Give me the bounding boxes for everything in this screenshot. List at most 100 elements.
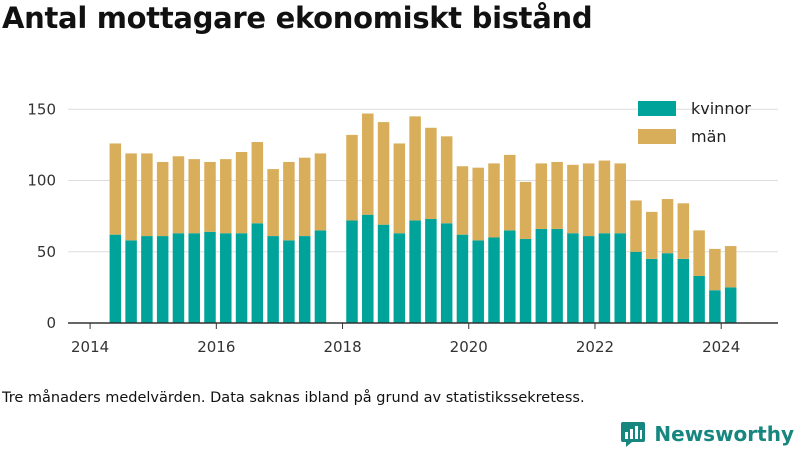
legend: kvinnor män	[638, 99, 751, 146]
bar-kvinnor	[456, 234, 469, 323]
bar-man	[409, 116, 421, 221]
bar-kvinnor	[598, 233, 611, 323]
bar-man	[551, 161, 563, 229]
bar-man	[267, 169, 279, 237]
legend-swatch-man	[638, 129, 676, 144]
bar-man	[220, 159, 232, 234]
bar-kvinnor	[440, 223, 453, 323]
brand-logo: Newsworthy	[620, 420, 794, 448]
bar-man	[504, 154, 516, 231]
bar-man	[724, 246, 737, 288]
bar-man	[472, 167, 484, 241]
bar-man	[567, 164, 579, 234]
bar-kvinnor	[156, 236, 169, 323]
bar-kvinnor	[125, 240, 137, 323]
bar-man	[125, 153, 137, 241]
bar-man	[172, 156, 185, 234]
y-tick-label: 0	[46, 314, 56, 332]
bar-man	[362, 113, 374, 215]
bar-man	[535, 163, 548, 229]
bar-man	[377, 122, 390, 225]
bar-kvinnor	[551, 228, 563, 323]
bar-kvinnor	[567, 233, 579, 323]
y-tick-label: 50	[37, 243, 56, 261]
bar-man	[425, 127, 437, 219]
bar-man	[440, 136, 453, 224]
bar-kvinnor	[393, 233, 406, 323]
bar-kvinnor	[362, 214, 374, 323]
bar-kvinnor	[724, 287, 737, 323]
x-tick-label: 2020	[450, 338, 488, 356]
bar-man	[314, 153, 327, 231]
bar-kvinnor	[283, 240, 295, 323]
bar-man	[709, 248, 721, 291]
x-tick-label: 2014	[71, 338, 109, 356]
bar-man	[251, 142, 264, 224]
bars	[109, 113, 737, 323]
x-tick-label: 2024	[702, 338, 740, 356]
bar-kvinnor	[409, 220, 421, 323]
legend-label: män	[691, 127, 727, 146]
bar-kvinnor	[172, 233, 185, 323]
bar-kvinnor	[109, 234, 122, 323]
bar-kvinnor	[425, 218, 437, 323]
bar-kvinnor	[220, 233, 232, 323]
bar-kvinnor	[661, 253, 674, 323]
bar-man	[109, 143, 122, 235]
bar-kvinnor	[693, 275, 705, 323]
bar-man	[283, 161, 295, 241]
bar-man	[646, 211, 658, 259]
bar-man	[630, 200, 642, 252]
y-tick-label: 100	[27, 172, 56, 190]
bar-man	[204, 161, 216, 232]
bar-man	[235, 152, 248, 234]
bar-kvinnor	[235, 233, 248, 323]
bar-kvinnor	[298, 236, 311, 323]
bar-man	[298, 157, 311, 237]
bar-man	[346, 134, 358, 221]
bar-kvinnor	[535, 228, 548, 323]
bar-kvinnor	[251, 223, 264, 323]
bar-kvinnor	[204, 231, 216, 323]
bar-kvinnor	[646, 258, 658, 323]
bar-kvinnor	[141, 236, 153, 323]
bar-man	[141, 153, 153, 237]
bar-kvinnor	[504, 230, 516, 323]
brand-name: Newsworthy	[654, 422, 794, 446]
bar-kvinnor	[377, 224, 390, 323]
y-tick-label: 150	[27, 100, 56, 118]
bar-kvinnor	[267, 236, 279, 323]
newsworthy-icon	[621, 422, 646, 447]
bar-kvinnor	[630, 251, 642, 323]
bar-man	[156, 161, 169, 237]
bar-kvinnor	[519, 238, 532, 323]
x-tick-label: 2022	[576, 338, 614, 356]
bar-man	[661, 199, 674, 254]
bar-man	[456, 166, 469, 235]
footnote: Tre månaders medelvärden. Data saknas ib…	[2, 390, 585, 406]
bar-man	[519, 181, 532, 239]
legend-label: kvinnor	[691, 99, 751, 118]
bar-kvinnor	[677, 258, 690, 323]
bar-kvinnor	[472, 240, 484, 323]
bar-man	[188, 159, 200, 234]
chart: 0 50 100 150 2014 2016 2018 2020 2022 2024 kvinno…	[27, 99, 778, 356]
bar-kvinnor	[188, 233, 200, 323]
bar-kvinnor	[346, 220, 358, 323]
bar-kvinnor	[582, 236, 595, 323]
bar-man	[693, 230, 705, 276]
bar-kvinnor	[709, 290, 721, 323]
bar-kvinnor	[314, 230, 327, 323]
bar-man	[614, 163, 626, 234]
bar-kvinnor	[488, 237, 500, 323]
chart-title: Antal mottagare ekonomiskt bistånd	[2, 1, 593, 35]
bar-man	[582, 163, 595, 237]
bar-kvinnor	[614, 233, 626, 323]
x-tick-label: 2016	[197, 338, 235, 356]
bar-man	[393, 143, 406, 234]
bar-man	[677, 203, 690, 259]
bar-man	[488, 163, 500, 238]
x-tick-label: 2018	[323, 338, 361, 356]
axes: 0 50 100 150 2014 2016 2018 2020 2022 2024	[27, 100, 778, 356]
legend-swatch-kvinnor	[638, 101, 676, 116]
